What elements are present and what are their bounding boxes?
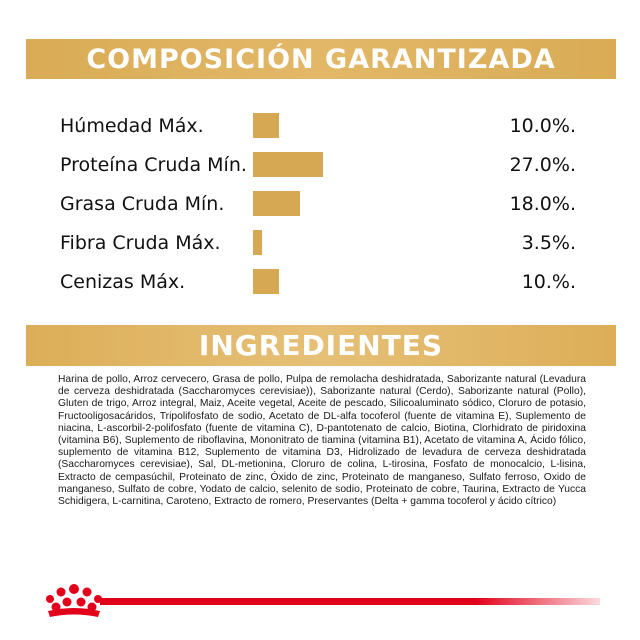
composition-row: Proteína Cruda Mín. 27.0%. [60, 152, 580, 180]
composition-row-value: 3.5%. [521, 232, 576, 254]
composition-row-label: Grasa Cruda Mín. [60, 193, 225, 215]
composition-row-bar [253, 152, 323, 177]
composition-row: Grasa Cruda Mín. 18.0%. [60, 191, 580, 219]
composition-row-label: Cenizas Máx. [60, 271, 186, 293]
composition-row-value: 10.0%. [509, 115, 576, 137]
composition-row: Húmedad Máx. 10.0%. [60, 113, 580, 141]
composition-row: Fibra Cruda Máx. 3.5%. [60, 230, 580, 258]
composition-row-bar [253, 269, 279, 294]
composition-row-bar [253, 230, 262, 255]
composition-row-value: 10.%. [521, 271, 576, 293]
composition-row: Cenizas Máx. 10.%. [60, 269, 580, 297]
composition-row-value: 27.0%. [509, 154, 576, 176]
ingredients-title: INGREDIENTES [198, 329, 444, 362]
composition-row-label: Húmedad Máx. [60, 115, 204, 137]
composition-row-bar [253, 113, 279, 138]
footer-red-line [100, 598, 600, 605]
royal-canin-crown-icon [46, 584, 102, 617]
composition-title-band: COMPOSICIÓN GARANTIZADA [26, 39, 616, 79]
composition-row-label: Fibra Cruda Máx. [60, 232, 221, 254]
ingredients-title-band: INGREDIENTES [26, 325, 616, 366]
composition-row-value: 18.0%. [509, 193, 576, 215]
composition-title: COMPOSICIÓN GARANTIZADA [86, 43, 556, 75]
composition-row-label: Proteína Cruda Mín. [60, 154, 247, 176]
composition-row-bar [253, 191, 300, 216]
ingredients-text: Harina de pollo, Arroz cervecero, Grasa … [58, 374, 586, 508]
